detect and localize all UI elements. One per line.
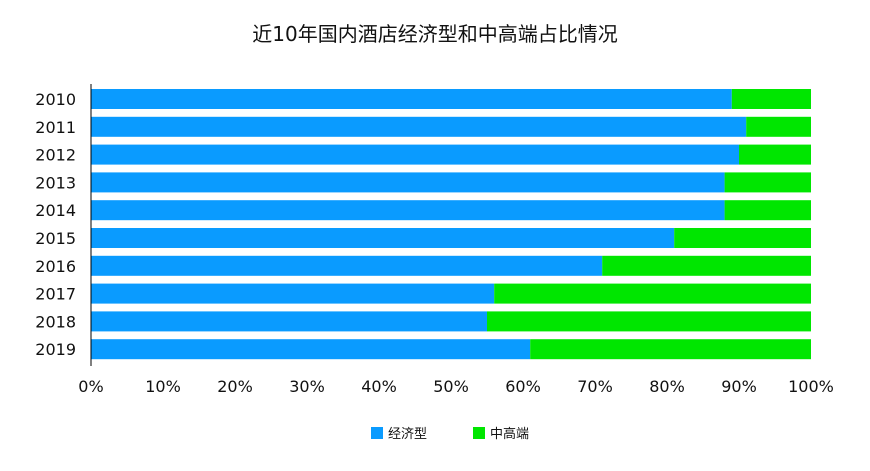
x-tick-label: 100% <box>788 377 834 396</box>
x-tick-label: 50% <box>433 377 469 396</box>
bar-midhigh-2018 <box>487 311 811 332</box>
legend-label-economy: 经济型 <box>388 427 427 442</box>
y-tick-label: 2018 <box>35 312 76 331</box>
y-tick-label: 2015 <box>35 229 76 248</box>
y-tick-label: 2017 <box>35 285 76 304</box>
x-tick-label: 0% <box>78 377 103 396</box>
bar-economy-2012 <box>91 144 739 165</box>
bar-economy-2017 <box>91 283 495 304</box>
y-tick-label: 2019 <box>35 340 76 359</box>
legend-swatch-economy <box>371 427 383 439</box>
bar-economy-2011 <box>91 116 747 137</box>
y-tick-label: 2012 <box>35 146 76 165</box>
bar-midhigh-2011 <box>746 116 811 137</box>
y-tick-label: 2010 <box>35 90 76 109</box>
y-tick-label: 2016 <box>35 257 76 276</box>
bar-midhigh-2016 <box>602 255 811 276</box>
bar-midhigh-2017 <box>494 283 811 304</box>
bar-midhigh-2015 <box>674 228 811 248</box>
x-tick-label: 40% <box>361 377 397 396</box>
x-tick-label: 30% <box>289 377 325 396</box>
y-tick-label: 2014 <box>35 201 76 220</box>
legend: 经济型 中高端 <box>371 426 529 442</box>
x-tick-label: 10% <box>145 377 181 396</box>
bar-economy-2016 <box>91 255 603 276</box>
bar-economy-2015 <box>91 228 675 248</box>
bar-economy-2019 <box>91 339 531 360</box>
bar-midhigh-2014 <box>724 200 811 221</box>
bar-midhigh-2012 <box>739 144 811 165</box>
legend-label-midhigh: 中高端 <box>490 426 529 442</box>
bar-economy-2010 <box>91 89 732 109</box>
bar-economy-2014 <box>91 200 725 221</box>
x-tick-label: 20% <box>217 377 253 396</box>
y-tick-label: 2011 <box>35 118 76 137</box>
bar-midhigh-2010 <box>731 89 811 109</box>
y-tick-label: 2013 <box>35 173 76 192</box>
legend-swatch-midhigh <box>473 427 485 439</box>
x-tick-label: 60% <box>505 377 541 396</box>
bars-group <box>91 89 811 360</box>
y-tick-labels: 2010 2011 2012 2013 2014 2015 2016 2017 2018 2019 <box>35 90 76 359</box>
bar-economy-2013 <box>91 172 725 193</box>
x-tick-label: 90% <box>721 377 757 396</box>
bar-midhigh-2019 <box>530 339 811 360</box>
x-tick-labels: 0% 10% 20% 30% 40% 50% 60% 70% 80% 90% 100% <box>78 377 834 396</box>
bar-economy-2018 <box>91 311 487 332</box>
bar-midhigh-2013 <box>724 172 811 193</box>
chart-title: 近10年国内酒店经济型和中高端占比情况 <box>252 22 618 46</box>
x-tick-label: 80% <box>649 377 685 396</box>
x-tick-label: 70% <box>577 377 613 396</box>
